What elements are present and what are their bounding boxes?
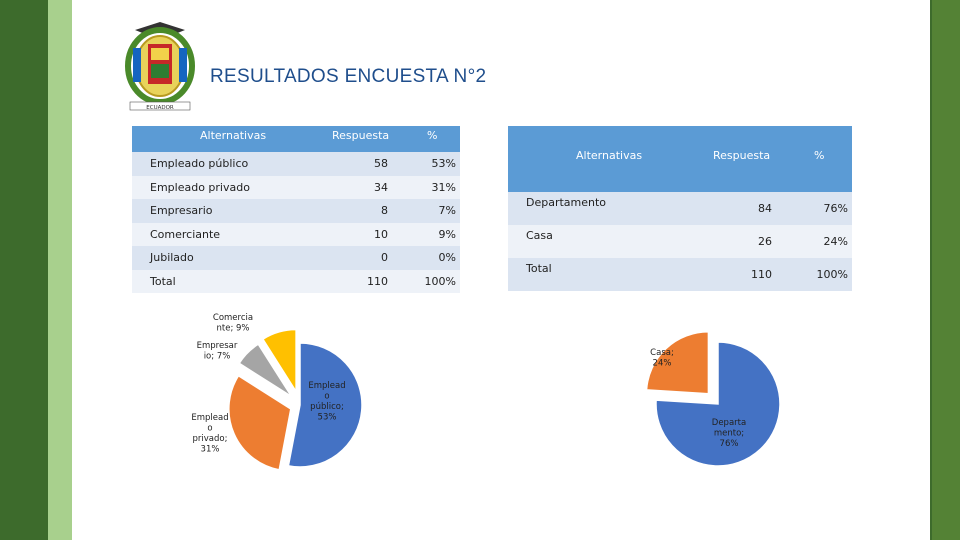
pie-slice-casa	[645, 331, 710, 395]
pie-label-departamento: Departa mento; 76%	[712, 418, 746, 449]
row-count: 110	[751, 268, 772, 281]
table-header: Alternativas Respuesta %	[132, 126, 460, 152]
left-accent-stripe	[48, 0, 72, 540]
row-percent: 9%	[438, 227, 456, 241]
header-percent: %	[814, 148, 825, 162]
pie-label-casa: Casa; 24%	[650, 348, 674, 369]
row-count: 8	[381, 204, 388, 218]
row-label: Casa	[526, 229, 553, 242]
pie-label-comerciante: Comercia nte; 9%	[213, 313, 253, 334]
table-total-row: Total 110 100%	[132, 269, 460, 293]
header-respuesta: Respuesta	[332, 128, 390, 142]
row-label: Empresario	[150, 204, 213, 218]
pie-chart-occupation: Emplead o público; 53% Emplead o privado; 31% Em…	[191, 313, 363, 471]
row-label: Comerciante	[150, 227, 221, 241]
header-alternativas: Alternativas	[200, 128, 267, 142]
row-label: Empleado privado	[150, 180, 250, 194]
pie-chart-housing: Departa mento; 76% Casa; 24%	[645, 331, 781, 467]
pie-label-empresario: Empresar io; 7%	[197, 341, 238, 362]
pie-slice-departamento	[655, 341, 781, 467]
table-row: Departamento 84 76%	[508, 192, 852, 225]
pie-label-empleado-publico: Emplead o público; 53%	[308, 381, 345, 423]
row-label: Jubilado	[150, 251, 194, 265]
header-alternativas: Alternativas	[576, 148, 643, 162]
row-count: 84	[758, 202, 772, 215]
pie-slice-empresario	[238, 343, 293, 398]
row-percent: 24%	[823, 235, 848, 248]
table-row: Casa 26 24%	[508, 225, 852, 258]
pie-slice-comerciante	[261, 328, 297, 395]
row-count: 34	[374, 180, 388, 194]
row-percent: 100%	[816, 268, 848, 281]
table-occupation: Alternativas Respuesta % Empleado públic…	[132, 126, 460, 293]
table-row: Empleado público 58 53%	[132, 152, 460, 176]
row-label: Departamento	[526, 196, 607, 209]
page-title: RESULTADOS ENCUESTA N°2	[210, 66, 487, 87]
header-percent: %	[427, 128, 438, 142]
row-label: Total	[526, 262, 552, 275]
row-label: Empleado público	[150, 157, 249, 171]
pie-slice-empleado-privado	[228, 374, 292, 471]
row-label: Total	[150, 274, 176, 288]
pie-slice-empleado-publico	[287, 342, 363, 468]
right-accent-bar	[930, 0, 960, 540]
table-row: Empleado privado 34 31%	[132, 175, 460, 199]
table-total-row: Total 110 100%	[508, 258, 852, 291]
row-count: 58	[374, 157, 388, 171]
row-count: 0	[381, 251, 388, 265]
table-row: Empresario 8 7%	[132, 199, 460, 223]
pie-label-empleado-privado: Emplead o privado; 31%	[191, 413, 228, 455]
row-count: 110	[367, 274, 388, 288]
header-respuesta: Respuesta	[713, 148, 771, 162]
crest-text: ECUADOR	[146, 105, 174, 111]
table-row: Comerciante 10 9%	[132, 222, 460, 246]
row-percent: 100%	[424, 274, 456, 288]
left-accent-bar	[0, 0, 48, 540]
table-row: Jubilado 0 0%	[132, 246, 460, 270]
row-percent: 53%	[431, 157, 456, 171]
right-accent-edge	[930, 0, 932, 540]
row-count: 10	[374, 227, 388, 241]
row-percent: 76%	[823, 202, 848, 215]
row-percent: 31%	[431, 180, 456, 194]
table-housing: Alternativas Respuesta % Departamento 84…	[508, 126, 852, 291]
table-header: Alternativas Respuesta %	[508, 126, 852, 192]
ecuador-coat-of-arms-logo: ECUADOR	[125, 22, 195, 111]
row-percent: 0%	[438, 251, 456, 265]
row-count: 26	[758, 235, 772, 248]
row-percent: 7%	[438, 204, 456, 218]
